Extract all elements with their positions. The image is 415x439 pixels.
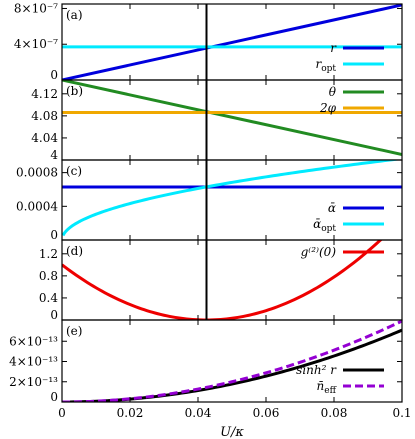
ytick-label: 2×10⁻¹³	[9, 375, 58, 389]
x-axis-label: U/κ	[220, 425, 244, 439]
ytick-label: 0.4	[39, 291, 58, 305]
ytick-label: 4×10⁻¹³	[9, 355, 58, 369]
panel-3: 0 0.4 0.8 1.2 (d) g⁽²⁾(0)	[39, 239, 403, 322]
ytick-label: 4×10⁻⁷	[14, 37, 58, 51]
panel-frame	[61, 159, 403, 241]
legend-label: ᾱopt	[313, 217, 336, 234]
panel-frame	[61, 319, 403, 403]
series-line-0-0	[62, 4, 402, 80]
panel-4: 02×10⁻¹³ 4×10⁻¹³ 6×10⁻¹³ (e) sinh² r n̄eff	[9, 319, 403, 404]
legend-label: ropt	[315, 57, 336, 74]
series-line-4-1	[62, 320, 402, 402]
ytick-label: 0.0008	[16, 166, 58, 180]
panel-2: 0 0.0004 0.0008 (c) ᾱ ᾱopt	[16, 159, 403, 242]
panel-label: (c)	[66, 164, 82, 178]
ytick-label: 0	[50, 308, 58, 322]
ytick-label: 0.8	[39, 269, 58, 283]
panel-0: 0 4×10⁻⁷ 8×10⁻⁷ (a) r ropt	[14, 1, 403, 82]
panel-label: (b)	[66, 84, 83, 98]
xtick-label: 0	[58, 406, 66, 420]
ytick-label: 4.12	[31, 87, 58, 101]
ytick-label: 4.04	[31, 131, 58, 145]
xtick-label: 0.02	[117, 406, 144, 420]
ytick-label: 0	[50, 390, 58, 404]
legend-label: g⁽²⁾(0)	[301, 245, 337, 259]
xtick-label: 0.06	[253, 406, 280, 420]
ytick-label: 0	[50, 68, 58, 82]
series-line-2-1	[62, 160, 402, 237]
ytick-label: 6×10⁻¹³	[9, 334, 58, 348]
ytick-label: 1.2	[39, 247, 58, 261]
xtick-label: 0.1	[392, 406, 411, 420]
legend-label: θ	[329, 85, 337, 99]
ytick-label: 4.08	[31, 109, 58, 123]
panel-1: 4 4.04 4.08 4.12 (b) θ 2φ	[31, 79, 403, 162]
legend-label: r	[330, 41, 337, 55]
legend-label: ᾱ	[328, 201, 336, 215]
legend-label: n̄eff	[317, 379, 337, 396]
series-line-1-0	[62, 80, 402, 156]
ytick-label: 8×10⁻⁷	[14, 1, 58, 15]
ytick-label: 0	[50, 228, 58, 242]
ytick-label: 0.0004	[16, 199, 58, 213]
legend-label: 2φ	[319, 101, 337, 115]
panel-label: (e)	[66, 324, 82, 338]
xtick-label: 0.04	[185, 406, 212, 420]
legend-label: sinh² r	[296, 363, 337, 377]
ytick-label: 4	[50, 148, 58, 162]
panel-label: (a)	[66, 8, 83, 22]
series-line-4-0	[62, 328, 402, 402]
xtick-label: 0.08	[321, 406, 348, 420]
panel-label: (d)	[66, 244, 83, 258]
series-line-3-0	[62, 240, 383, 320]
